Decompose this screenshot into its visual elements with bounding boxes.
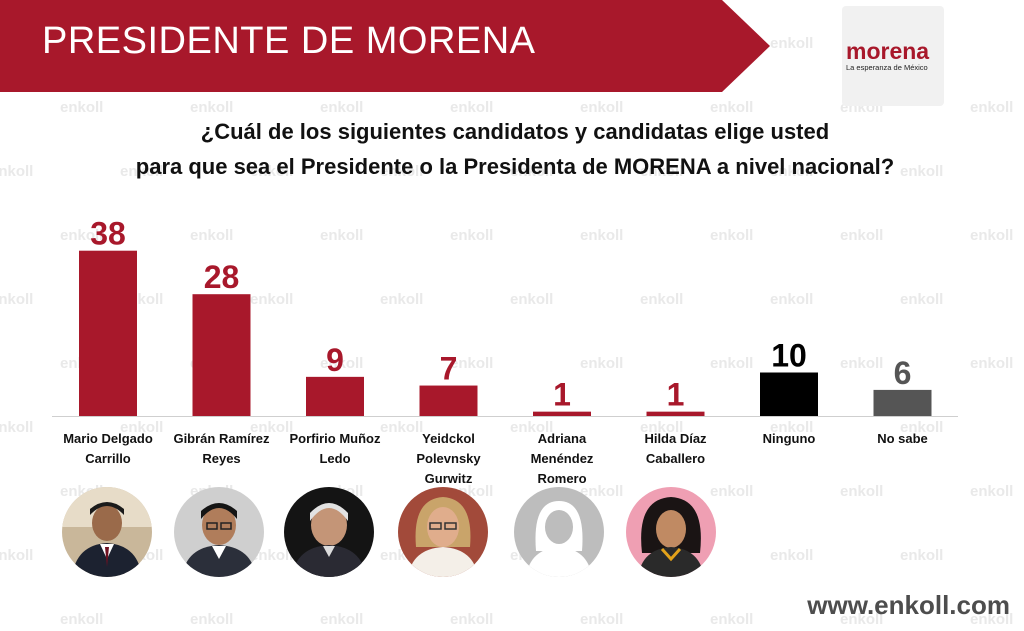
bar	[646, 411, 705, 416]
data-label: 6	[894, 355, 912, 391]
question-line-2: para que sea el Presidente o la Presiden…	[135, 154, 895, 179]
bar	[760, 372, 818, 416]
bar	[419, 385, 478, 416]
data-label: 38	[90, 216, 126, 252]
watermark-text: enkoll	[900, 547, 943, 564]
survey-question: ¿Cuál de los siguientes candidatos y can…	[40, 114, 990, 184]
category-label: Gibrán Ramírez	[173, 431, 270, 446]
category-label: Ledo	[319, 451, 350, 466]
avatar-hilda-diaz	[626, 487, 716, 577]
watermark-text: enkoll	[580, 611, 623, 628]
avatar-gibran-ramirez	[174, 487, 264, 577]
bar	[873, 389, 932, 416]
question-line-1: ¿Cuál de los siguientes candidatos y can…	[200, 119, 830, 144]
category-label: Menéndez	[531, 451, 594, 466]
category-label: Reyes	[202, 451, 240, 466]
avatar-yeidckol-polevnsky	[398, 487, 488, 577]
bar	[192, 294, 251, 416]
logo-wordmark: morena	[846, 38, 930, 64]
data-label: 9	[326, 342, 344, 378]
watermark-text: enkoll	[770, 547, 813, 564]
footer-website: www.enkoll.com	[807, 590, 1010, 620]
category-label: Yeidckol	[422, 431, 475, 446]
bar	[533, 411, 591, 416]
category-label: Hilda Díaz	[644, 431, 707, 446]
avatar-mario-delgado	[62, 487, 152, 577]
title-banner	[0, 0, 770, 92]
morena-logo	[842, 6, 944, 106]
watermark-text: enkoll	[770, 35, 813, 52]
watermark-text: enkoll	[60, 611, 103, 628]
watermark-text: enkoll	[450, 611, 493, 628]
watermark-text: enkoll	[320, 611, 363, 628]
category-label: Carrillo	[85, 451, 131, 466]
watermark-text: enkoll	[0, 163, 33, 180]
category-label: Porfirio Muñoz	[290, 431, 381, 446]
category-label: Adriana	[538, 431, 587, 446]
category-label: Gurwitz	[425, 471, 473, 486]
data-label: 7	[440, 351, 458, 387]
data-label: 28	[204, 259, 240, 295]
data-label: 10	[771, 338, 807, 374]
category-label: Romero	[537, 471, 586, 486]
watermark-text: enkoll	[710, 611, 753, 628]
category-label: No sabe	[877, 431, 928, 446]
data-label: 1	[667, 377, 685, 413]
category-label: Caballero	[646, 451, 705, 466]
category-label: Ninguno	[763, 431, 816, 446]
data-label: 1	[553, 377, 571, 413]
avatar-adriana-menendez	[514, 487, 604, 577]
category-label: Polevnsky	[416, 451, 481, 466]
bar	[306, 376, 364, 416]
bar	[79, 250, 137, 416]
watermark-text: enkoll	[190, 611, 233, 628]
watermark-text: enkoll	[0, 547, 33, 564]
logo-tagline: La esperanza de México	[846, 63, 928, 72]
bar-chart: 38 Mario Delgado Carrillo 28 Gibrán Ramírez R…	[52, 216, 958, 486]
page-title: PRESIDENTE DE MORENA	[42, 20, 536, 62]
category-label: Mario Delgado	[63, 431, 153, 446]
avatar-porfirio-munoz	[284, 487, 374, 577]
